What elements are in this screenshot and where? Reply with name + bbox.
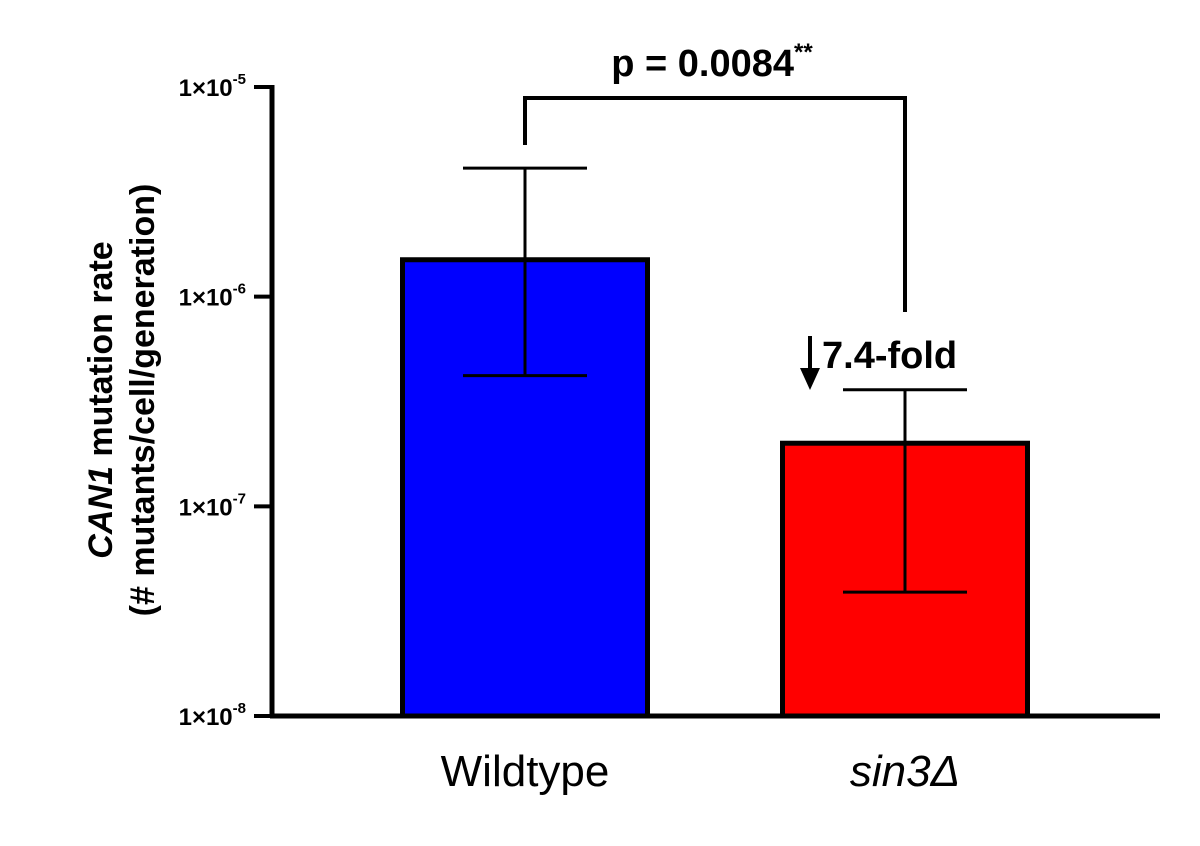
y-tick-base: 1×10 xyxy=(179,285,233,312)
y-axis-label-rest: mutation rate xyxy=(82,241,120,466)
y-axis-label-line2: (# mutants/cell/generation) xyxy=(124,184,162,617)
y-axis-ticks: 1×10-51×10-61×10-71×10-8 xyxy=(179,71,272,731)
x-axis-categories: Wildtype sin3Δ xyxy=(441,747,960,796)
y-axis-label-line1: CAN1 mutation rate xyxy=(82,241,120,558)
x-category-label: sin3Δ xyxy=(850,747,960,796)
bars-group xyxy=(400,257,1030,719)
down-arrow-icon xyxy=(800,336,820,390)
significance-bracket xyxy=(523,96,907,312)
y-tick-label: 1×10-5 xyxy=(179,71,246,102)
y-tick-exponent: -8 xyxy=(233,700,246,717)
y-axis-label-line2-group: (# mutants/cell/generation) xyxy=(124,184,162,617)
y-tick-exponent: -6 xyxy=(233,281,246,298)
y-tick-base: 1×10 xyxy=(179,75,233,102)
p-value-label: p = 0.0084** xyxy=(611,39,813,85)
y-axis-label-gene: CAN1 xyxy=(82,466,120,559)
y-tick-base: 1×10 xyxy=(179,704,233,731)
p-value-text: p = 0.0084 xyxy=(611,43,794,85)
y-axis-label-line1-group: CAN1 mutation rate xyxy=(82,241,120,558)
error-bars-group xyxy=(463,166,967,594)
y-tick-exponent: -5 xyxy=(233,71,246,88)
y-tick-label: 1×10-8 xyxy=(179,700,246,731)
p-value-stars: ** xyxy=(794,39,813,66)
fold-change-label: 7.4-fold xyxy=(822,335,957,377)
y-tick-exponent: -7 xyxy=(233,490,246,507)
x-category-label: Wildtype xyxy=(441,747,610,796)
y-tick-label: 1×10-7 xyxy=(179,490,246,521)
y-tick-label: 1×10-6 xyxy=(179,281,246,312)
y-tick-base: 1×10 xyxy=(179,494,233,521)
